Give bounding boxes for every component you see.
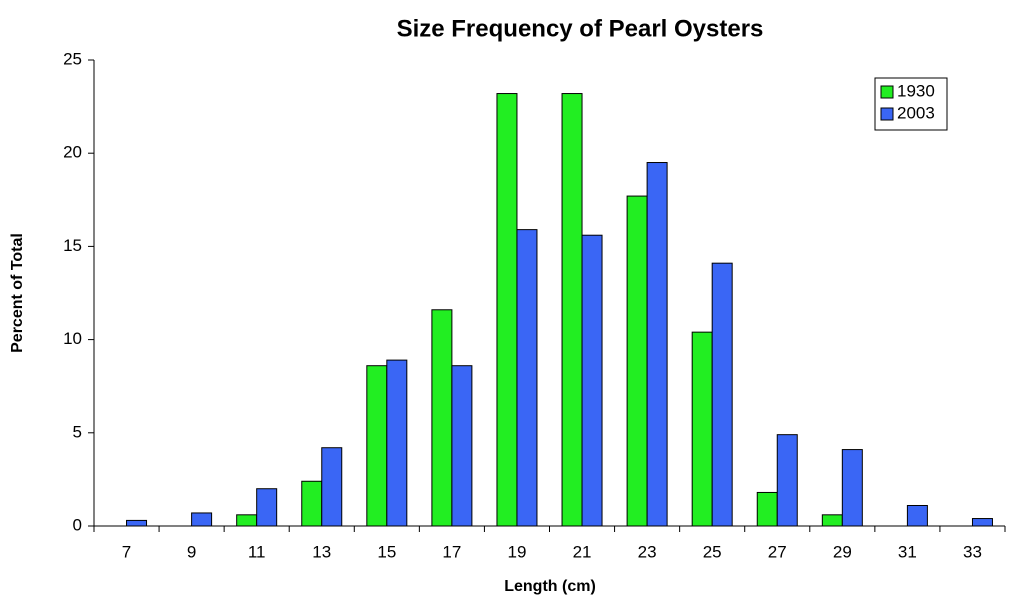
x-tick-label: 13 (312, 542, 331, 561)
bar (971, 518, 993, 527)
x-tick-label: 15 (377, 542, 396, 561)
bar (776, 434, 798, 527)
y-tick-label: 20 (63, 143, 82, 162)
bar (236, 514, 258, 527)
bar (321, 447, 343, 527)
x-tick-label: 23 (638, 542, 657, 561)
x-tick-label: 25 (703, 542, 722, 561)
bar (496, 93, 518, 527)
bar (646, 162, 668, 527)
x-tick-label: 7 (122, 542, 131, 561)
bar (906, 504, 928, 527)
y-tick-label: 5 (73, 422, 82, 441)
bar (516, 229, 538, 527)
bar (711, 262, 733, 527)
y-tick-label: 25 (63, 49, 82, 68)
x-tick-label: 29 (833, 542, 852, 561)
y-axis-label: Percent of Total (9, 233, 26, 353)
chart-title: Size Frequency of Pearl Oysters (397, 15, 764, 42)
bar (256, 488, 278, 527)
legend-swatch (880, 107, 894, 121)
legend-swatch (880, 85, 894, 99)
bar (451, 365, 473, 527)
bar (301, 480, 323, 527)
y-tick-label: 0 (73, 515, 82, 534)
x-tick-label: 27 (768, 542, 787, 561)
x-tick-label: 11 (248, 542, 266, 561)
x-tick-label: 31 (898, 542, 917, 561)
x-tick-label: 17 (442, 542, 461, 561)
bar (191, 512, 213, 527)
legend-label: 1930 (897, 81, 935, 100)
bar (366, 365, 388, 527)
bar (821, 514, 843, 527)
x-tick-label: 19 (508, 542, 527, 561)
x-axis-label: Length (cm) (504, 578, 596, 595)
y-tick-label: 15 (63, 236, 82, 255)
bar (561, 93, 583, 527)
bar (841, 449, 863, 527)
bar (126, 519, 148, 527)
bar (431, 309, 453, 527)
bar (691, 331, 713, 527)
bar (581, 234, 603, 527)
x-tick-label: 9 (187, 542, 196, 561)
y-tick-label: 10 (63, 329, 82, 348)
bar (756, 491, 778, 527)
bar (386, 359, 408, 527)
x-tick-label: 33 (963, 542, 982, 561)
bar (626, 195, 648, 527)
legend-label: 2003 (897, 103, 935, 122)
x-tick-label: 21 (573, 542, 592, 561)
